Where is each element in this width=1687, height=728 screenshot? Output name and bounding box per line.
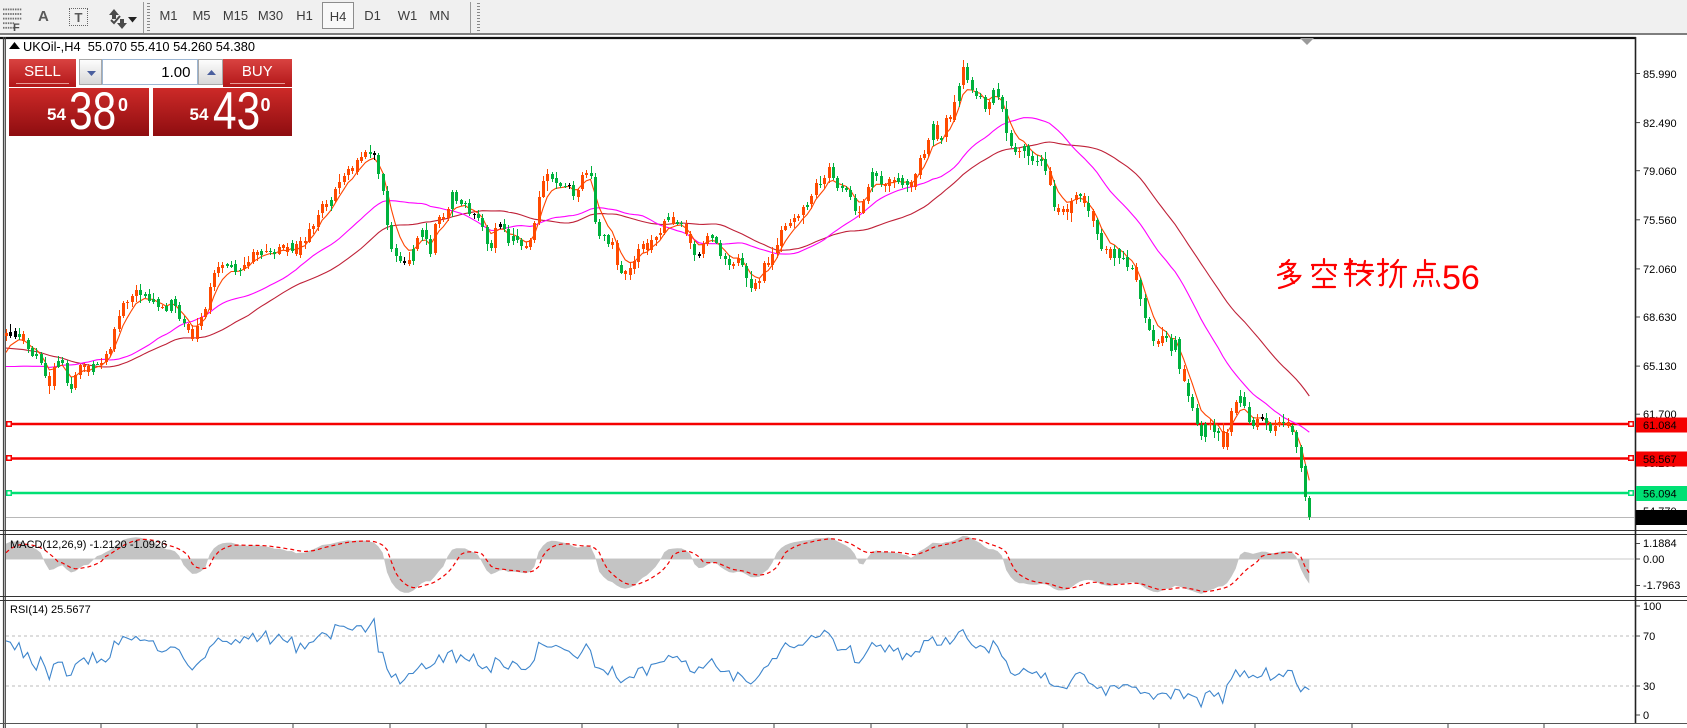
svg-text:-1.7963: -1.7963 xyxy=(1643,580,1680,592)
svg-text:30: 30 xyxy=(1643,681,1655,693)
svg-text:82.490: 82.490 xyxy=(1643,118,1677,130)
svg-text:UKOil-,H4 55.070 55.410 54.26: UKOil-,H4 55.070 55.410 54.260 54.380 xyxy=(23,39,255,54)
svg-text:65.130: 65.130 xyxy=(1643,361,1677,373)
svg-text:61.084: 61.084 xyxy=(1643,420,1677,432)
svg-text:54.380: 54.380 xyxy=(1643,513,1677,525)
svg-text:72.060: 72.060 xyxy=(1643,264,1677,276)
svg-text:85.990: 85.990 xyxy=(1643,69,1677,81)
svg-text:0.00: 0.00 xyxy=(1643,554,1664,566)
svg-text:56: 56 xyxy=(1442,259,1480,297)
svg-text:75.560: 75.560 xyxy=(1643,215,1677,227)
svg-text:MACD(12,26,9) -1.2120 -1.0926: MACD(12,26,9) -1.2120 -1.0926 xyxy=(10,539,167,551)
svg-text:58.567: 58.567 xyxy=(1643,454,1677,466)
svg-text:1.1884: 1.1884 xyxy=(1643,538,1677,550)
svg-text:56.094: 56.094 xyxy=(1643,489,1677,501)
svg-text:79.060: 79.060 xyxy=(1643,166,1677,178)
svg-text:0: 0 xyxy=(1643,710,1649,722)
svg-text:100: 100 xyxy=(1643,601,1661,613)
svg-text:RSI(14) 25.5677: RSI(14) 25.5677 xyxy=(10,604,91,616)
svg-text:68.630: 68.630 xyxy=(1643,312,1677,324)
svg-text:70: 70 xyxy=(1643,631,1655,643)
svg-text:F: F xyxy=(13,22,20,34)
